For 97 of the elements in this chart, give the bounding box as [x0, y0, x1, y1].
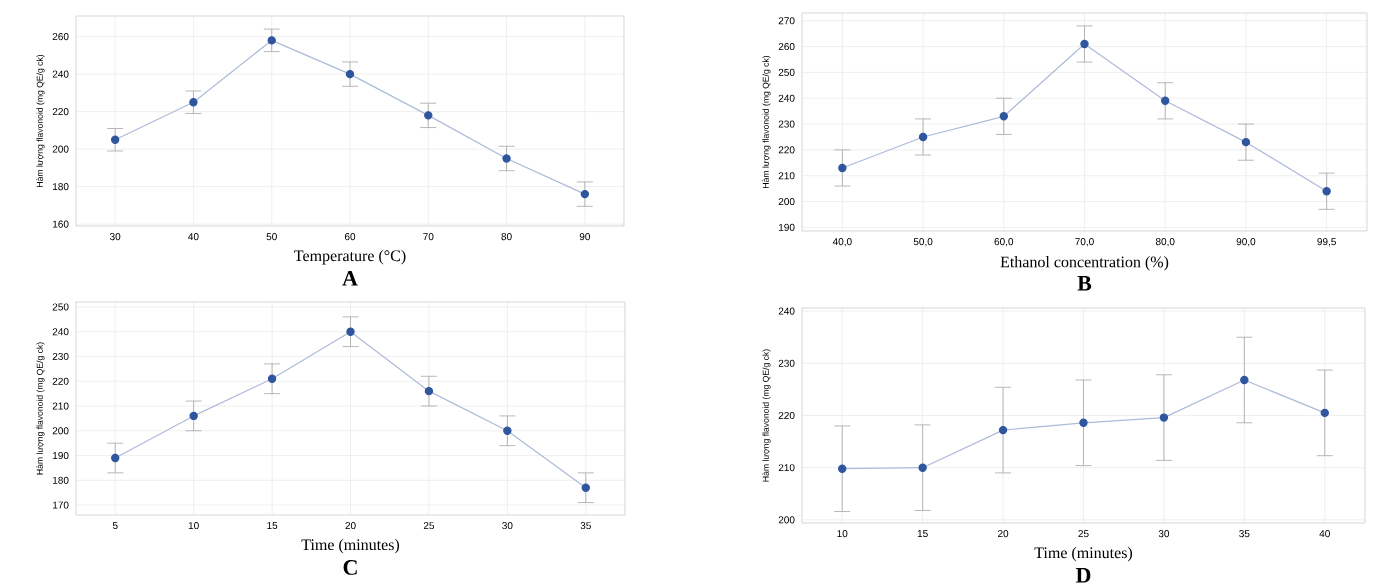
x-tick-label: 70,0	[1075, 238, 1094, 247]
y-tick-label: 170	[53, 501, 69, 509]
x-tick-label: 10	[837, 530, 848, 538]
text: D	[1075, 568, 1091, 583]
x-tick-label: 5	[112, 522, 118, 530]
x-tick-label: 99,5	[1317, 238, 1336, 247]
point	[424, 111, 433, 120]
x-tick-label: 25	[423, 522, 435, 530]
y-tick-label: 200	[52, 145, 69, 153]
x-tick-label: 40,0	[832, 238, 852, 247]
point	[502, 154, 511, 163]
x-tick-label: 90,0	[1236, 238, 1256, 247]
point	[580, 189, 590, 199]
y-tick-label: 230	[778, 120, 795, 128]
x-tick-label: 20	[998, 530, 1009, 538]
y-tick-label: 210	[778, 464, 795, 472]
y-tick-label: 230	[778, 359, 795, 367]
point	[267, 374, 277, 383]
y-tick-label: 240	[778, 307, 795, 315]
point	[110, 135, 120, 144]
y-tick-label: 210	[52, 402, 69, 410]
x-tick-label: 20	[345, 522, 356, 530]
point	[1080, 39, 1089, 49]
x-tick-label: 10	[188, 522, 199, 530]
y-tick-label: 240	[778, 94, 795, 102]
y-tick-label: 200	[778, 516, 795, 524]
x-axis-title: Time (minutes)	[1034, 546, 1133, 562]
y-tick-label: 270	[778, 17, 795, 25]
y-tick-label: 260	[52, 33, 69, 41]
y-tick-label: 240	[52, 328, 69, 336]
x-tick-label: 30	[502, 522, 513, 530]
point	[581, 483, 590, 492]
point	[1322, 187, 1331, 196]
text: A	[342, 271, 358, 286]
y-axis-title: Hàm lượng flavonoid (mg QE/g ck)	[762, 349, 771, 482]
y-tick-label: 180	[53, 183, 69, 191]
x-tick-label: 15	[267, 522, 278, 530]
x-tick-label: 30	[1158, 530, 1170, 538]
x-tick-label: 50	[266, 233, 277, 241]
x-tick-label: 60	[344, 233, 356, 241]
x-tick-label: 25	[1078, 530, 1089, 538]
x-axis-title: Ethanol concentration (%)	[1000, 256, 1169, 271]
text: C	[343, 560, 357, 575]
x-axis-title: Temperature (°C)	[294, 249, 406, 265]
point	[1320, 408, 1329, 418]
y-tick-label: 220	[52, 108, 69, 116]
y-tick-label: 180	[53, 476, 69, 484]
y-tick-label: 220	[52, 377, 69, 385]
y-tick-label: 200	[778, 198, 795, 206]
y-tick-label: 220	[778, 411, 795, 420]
point	[838, 464, 847, 473]
y-axis-title: Hàm lượng flavonoid (mg QE/g ck)	[762, 55, 771, 188]
point	[189, 98, 198, 107]
point	[267, 36, 276, 45]
point	[1241, 137, 1251, 147]
point	[838, 163, 847, 173]
x-tick-label: 70	[423, 233, 434, 241]
point	[918, 463, 927, 472]
x-tick-label: 90	[579, 233, 591, 241]
point	[999, 112, 1008, 121]
x-tick-label: 80,0	[1155, 238, 1175, 247]
y-tick-label: 220	[778, 146, 795, 154]
point	[189, 411, 198, 421]
x-tick-label: 50,0	[913, 238, 933, 247]
x-tick-label: 60,0	[994, 238, 1014, 247]
y-tick-label: 260	[778, 43, 795, 51]
y-tick-label: 190	[779, 223, 795, 231]
x-tick-label: 40	[188, 233, 199, 241]
y-tick-label: 240	[52, 70, 69, 78]
y-tick-label: 160	[53, 220, 69, 228]
point	[345, 69, 355, 79]
text: B	[1077, 276, 1092, 291]
x-tick-label: 30	[109, 233, 121, 241]
point	[1240, 375, 1249, 385]
y-tick-label: 250	[778, 68, 795, 76]
y-axis-title: Hàm lượng flavonoid (mg QE/g ck)	[36, 342, 45, 475]
y-tick-label: 210	[778, 172, 795, 180]
point	[1079, 418, 1088, 427]
point	[998, 425, 1008, 435]
point	[1159, 413, 1169, 422]
y-tick-label: 250	[52, 303, 69, 311]
y-tick-label: 200	[52, 427, 69, 435]
point	[1161, 96, 1170, 106]
y-tick-label: 230	[52, 352, 69, 361]
point	[424, 386, 434, 396]
x-tick-label: 80	[501, 233, 512, 241]
point	[918, 132, 928, 142]
x-axis-title: Time (minutes)	[301, 538, 400, 554]
y-axis-title: Hàm lượng flavonoid (mg QE/g ck)	[36, 54, 45, 187]
point	[503, 426, 512, 435]
x-tick-label: 15	[917, 530, 928, 538]
point	[346, 327, 355, 336]
x-tick-label: 35	[1239, 530, 1250, 538]
x-tick-label: 35	[580, 522, 591, 530]
point	[111, 453, 120, 463]
y-tick-label: 190	[53, 451, 69, 460]
x-tick-label: 40	[1319, 530, 1330, 538]
